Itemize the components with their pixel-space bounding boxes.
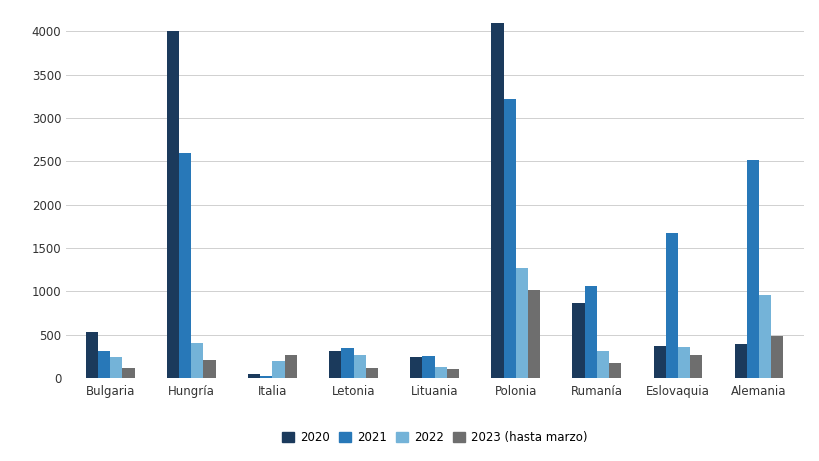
Bar bbox=[422, 356, 434, 378]
Bar bbox=[690, 355, 701, 378]
Bar bbox=[596, 351, 609, 378]
Bar bbox=[734, 344, 746, 378]
Bar bbox=[341, 348, 353, 378]
Bar bbox=[515, 268, 527, 378]
Bar bbox=[365, 368, 378, 378]
Bar bbox=[203, 360, 215, 378]
Bar bbox=[758, 295, 770, 378]
Bar bbox=[609, 363, 620, 378]
Bar bbox=[527, 290, 540, 378]
Bar bbox=[665, 233, 677, 378]
Bar bbox=[446, 369, 459, 378]
Bar bbox=[434, 367, 446, 378]
Bar bbox=[167, 31, 179, 378]
Bar bbox=[353, 355, 365, 378]
Bar bbox=[677, 347, 690, 378]
Bar bbox=[86, 332, 98, 378]
Bar bbox=[122, 368, 134, 378]
Bar bbox=[770, 336, 782, 378]
Bar bbox=[491, 23, 503, 378]
Legend: 2020, 2021, 2022, 2023 (hasta marzo): 2020, 2021, 2022, 2023 (hasta marzo) bbox=[282, 431, 586, 444]
Bar bbox=[284, 355, 296, 378]
Bar bbox=[98, 351, 110, 378]
Bar bbox=[248, 374, 260, 378]
Bar bbox=[572, 302, 584, 378]
Bar bbox=[272, 361, 284, 378]
Bar bbox=[653, 346, 665, 378]
Bar bbox=[746, 160, 758, 378]
Bar bbox=[328, 351, 341, 378]
Bar bbox=[584, 286, 596, 378]
Bar bbox=[410, 357, 422, 378]
Bar bbox=[110, 357, 122, 378]
Bar bbox=[179, 153, 191, 378]
Bar bbox=[503, 99, 515, 378]
Bar bbox=[191, 343, 203, 378]
Bar bbox=[260, 376, 272, 378]
